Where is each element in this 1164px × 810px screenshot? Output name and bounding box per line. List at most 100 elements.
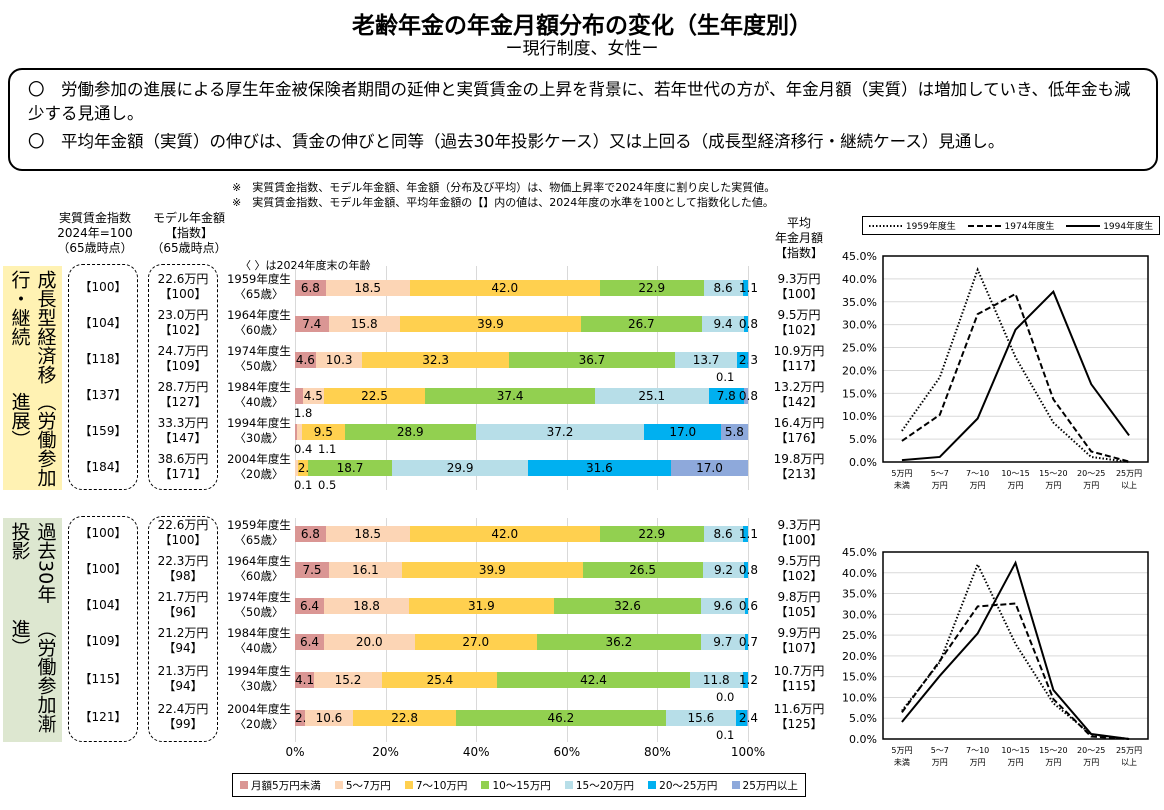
bar-segment-label: 0.8 (738, 317, 758, 331)
y-tick-label: 30.0% (842, 608, 877, 621)
cohort-label: 1959年度生 (227, 272, 291, 286)
bar-segment-label: 0.6 (738, 599, 758, 613)
page-subtitle: ー現行制度、女性ー (505, 39, 659, 59)
avg-pension-index: 【102】 (775, 323, 823, 337)
bar-outside-label: 1.8 (294, 406, 313, 420)
x-tick-label: 以上 (1121, 481, 1137, 490)
header-line: （65歳時点） (57, 241, 133, 255)
gridline (657, 518, 659, 742)
bar-segment: 10.6 (304, 710, 353, 726)
bar-segment-label: 2.3 (738, 353, 758, 367)
gridline (566, 266, 568, 490)
cohort-label: 1964年度生 (227, 554, 291, 568)
section-subtitle: （労働参加漸進） (8, 618, 57, 733)
note: ※ 実質賃金指数、モデル年金額、平均年金額の【】内の値は、2024年度の水準を1… (232, 196, 774, 209)
legend-swatch (648, 781, 657, 789)
cohort-label: 1974年度生 (227, 590, 291, 604)
bar-segment: 4.6 (295, 352, 316, 368)
bar-segment-label: 1.1 (738, 527, 758, 541)
cohort-age: 〈65歳〉 (234, 287, 284, 301)
avg-pension-amount: 9.9万円 (777, 626, 821, 640)
bar-segment (736, 710, 748, 726)
model-pension-box (148, 516, 218, 742)
bar-segment: 15.6 (665, 710, 737, 726)
legend-label: 1959年度生 (905, 222, 956, 232)
cohort-age: 〈65歳〉 (234, 533, 284, 547)
cohort-label: 1964年度生 (227, 308, 291, 322)
bar-segment: 9.5 (301, 424, 345, 440)
bar-segment: 26.5 (582, 562, 703, 578)
bar-segment (295, 388, 304, 404)
model-pension-amount: 22.4万円 (157, 702, 209, 716)
bar-segment: 9.6 (701, 598, 745, 614)
bar-segment (744, 634, 748, 650)
bar-segment: 17.0 (670, 460, 748, 476)
y-tick-label: 45.0% (842, 546, 877, 559)
bar-segment: 9.4 (701, 316, 745, 332)
avg-pension-index: 【100】 (775, 287, 823, 301)
bar-segment (742, 280, 748, 296)
avg-pension-index: 【105】 (775, 605, 823, 619)
series-line (901, 602, 1130, 740)
series-line (901, 292, 1130, 463)
cohort-label: 1959年度生 (227, 518, 291, 532)
bar-segment: 25.4 (382, 672, 498, 688)
legend-swatch (404, 781, 413, 789)
bar-segment: 9.2 (702, 562, 745, 578)
model-pension-index: 【127】 (159, 395, 207, 409)
wage-index-box (68, 516, 138, 742)
legend-line-sample (967, 224, 1002, 227)
bar-segment: 18.7 (307, 460, 393, 476)
x-tick-label: 以上 (1121, 758, 1137, 767)
x-tick-label: 5万円 (891, 746, 912, 755)
model-pension-index: 【99】 (163, 717, 203, 731)
bar-segment: 32.6 (553, 598, 702, 614)
header-line: 2024年=100 (57, 226, 133, 240)
avg-pension-amount: 9.8万円 (777, 590, 821, 604)
header-line: 実質賃金指数 (58, 211, 131, 225)
legend-line-sample (1066, 224, 1101, 227)
legend-label: 1974年度生 (1004, 222, 1055, 232)
legend-item: 1974年度生 (967, 219, 1055, 232)
gridline (385, 266, 387, 490)
model-pension-index: 【98】 (163, 569, 203, 583)
legend-item: 25万円以上 (731, 778, 798, 793)
x-tick-label: 未満 (894, 757, 910, 767)
cohort-age: 〈60歳〉 (234, 569, 284, 583)
y-tick-label: 15.0% (842, 387, 877, 400)
header-line: モデル年金額 (152, 211, 225, 225)
bar-segment (296, 424, 302, 440)
section-label: 過去30年投影 （労働参加漸進） (3, 518, 62, 742)
bar-segment (742, 526, 748, 542)
wage-index-value: 【104】 (79, 316, 127, 330)
cohort-label: 2004年度生 (227, 702, 291, 716)
wage-index-value: 【104】 (79, 598, 127, 612)
cohort-label: 1984年度生 (227, 380, 291, 394)
bar-segment: 37.4 (425, 388, 595, 404)
bar-segment: 8.6 (703, 526, 743, 542)
avg-pension-amount: 16.4万円 (773, 416, 825, 430)
model-pension-amount: 38.6万円 (157, 452, 209, 466)
bar-segment: 15.2 (313, 672, 383, 688)
model-pension-index: 【102】 (159, 323, 207, 337)
gridline (748, 266, 749, 490)
cohort-age: 〈30歳〉 (234, 431, 284, 445)
bar-segment: 18.8 (323, 598, 410, 614)
bar-segment (743, 672, 749, 688)
wage-index-value: 【118】 (79, 352, 127, 366)
model-pension-amount: 21.2万円 (157, 626, 209, 640)
wage-index-value: 【121】 (79, 710, 127, 724)
x-tick-label: 20～25 (1077, 746, 1105, 755)
section-subtitle: （労働参加進展） (8, 392, 57, 488)
summary-box: 〇 労働参加の進展による厚生年金被保険者期間の延伸と実質賃金の上昇を背景に、若年… (8, 68, 1158, 171)
summary-point: 〇 平均年金額（実質）の伸びは、賃金の伸びと同等（過去30年投影ケース）又は上回… (28, 132, 1005, 151)
bar-segment: 39.9 (401, 562, 583, 578)
legend-swatch (564, 781, 573, 789)
bar-segment-label: 0.7 (738, 635, 758, 649)
series-line (901, 289, 1130, 462)
bar-segment: 6.4 (295, 598, 324, 614)
cohort-age: 〈30歳〉 (234, 679, 284, 693)
model-pension-index: 【147】 (159, 431, 207, 445)
x-tick-label: 100% (730, 745, 766, 759)
gridline (476, 266, 478, 490)
